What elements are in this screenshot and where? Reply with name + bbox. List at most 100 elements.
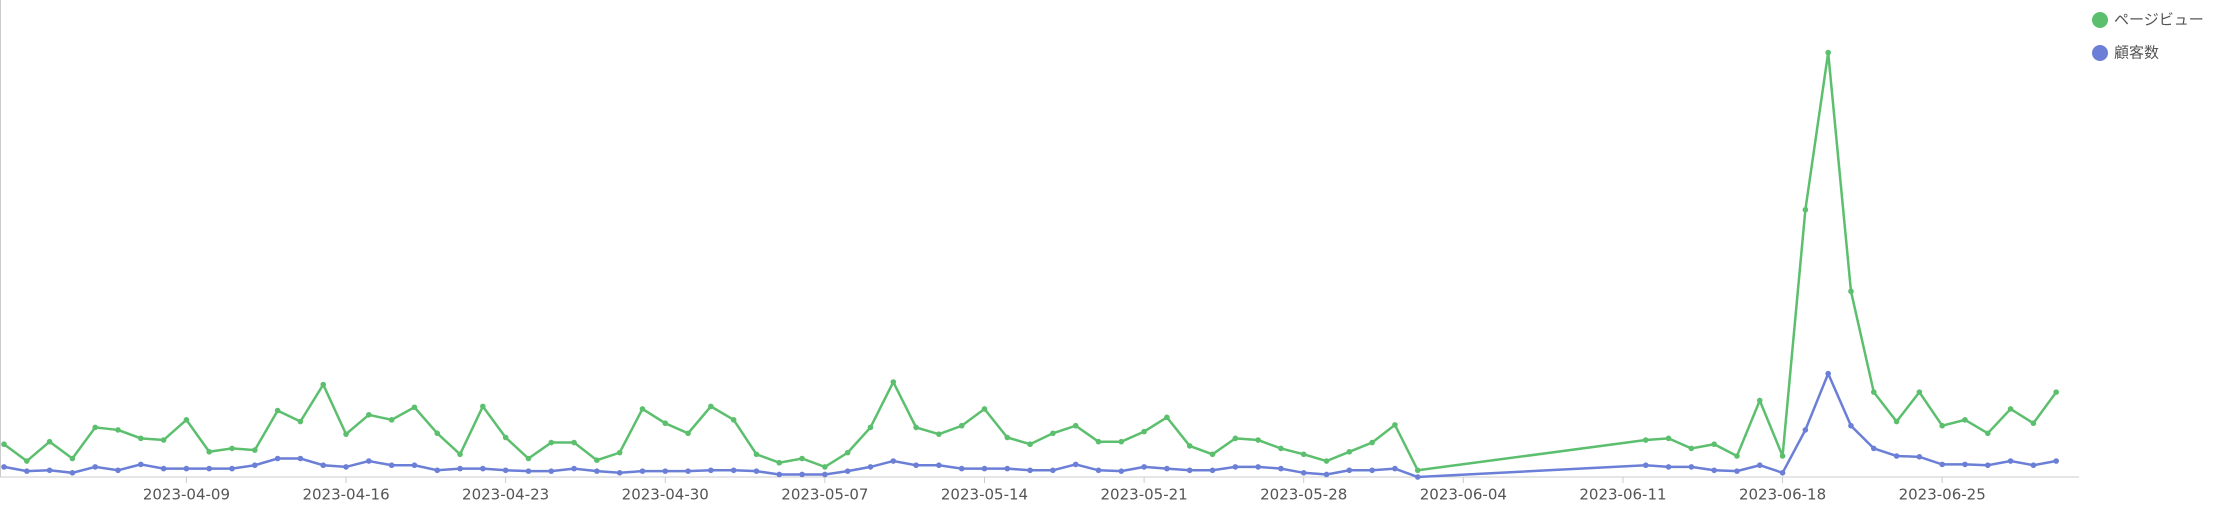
data-point xyxy=(206,465,213,472)
data-point xyxy=(502,467,509,474)
data-point xyxy=(708,403,714,410)
data-point xyxy=(1711,441,1717,448)
data-point xyxy=(411,404,418,411)
data-point xyxy=(457,451,463,458)
data-point xyxy=(229,465,235,472)
data-point xyxy=(115,427,121,433)
data-point xyxy=(958,422,965,429)
data-point xyxy=(616,469,623,476)
legend-marker[interactable] xyxy=(2092,12,2108,28)
data-point xyxy=(1392,465,1398,472)
data-point xyxy=(1414,474,1421,480)
data-point xyxy=(753,468,760,474)
legend-label: ページビュー xyxy=(2114,11,2204,29)
data-point xyxy=(1642,437,1649,443)
data-point xyxy=(183,417,190,423)
data-point xyxy=(2030,462,2037,469)
data-point xyxy=(1870,445,1877,452)
x-tick-label: 2023-05-14 xyxy=(941,486,1028,504)
data-point xyxy=(1072,461,1079,468)
data-point xyxy=(1893,418,1900,425)
data-point xyxy=(1164,414,1170,421)
data-point xyxy=(981,406,988,412)
data-point xyxy=(1209,451,1216,458)
data-point xyxy=(1,464,7,470)
data-point xyxy=(936,431,942,437)
data-point xyxy=(1278,445,1284,452)
data-point xyxy=(1939,422,1945,429)
data-point xyxy=(525,468,532,474)
data-point xyxy=(1369,467,1375,474)
data-point xyxy=(1255,437,1261,443)
x-tick-label: 2023-04-23 xyxy=(462,486,549,504)
data-point xyxy=(206,448,213,455)
data-point xyxy=(822,464,828,470)
data-point xyxy=(1642,462,1649,469)
data-point xyxy=(1984,430,1991,437)
data-point xyxy=(69,469,76,476)
data-point xyxy=(616,449,623,456)
data-point xyxy=(1893,453,1900,459)
data-point xyxy=(92,464,99,470)
data-point xyxy=(1939,461,1945,468)
data-point xyxy=(913,424,919,431)
data-point xyxy=(2053,458,2059,464)
data-point xyxy=(1688,464,1695,470)
data-point xyxy=(1779,453,1786,459)
data-point xyxy=(1255,464,1261,470)
x-tick-label: 2023-05-07 xyxy=(781,486,868,504)
data-point xyxy=(183,465,190,472)
data-point xyxy=(1779,469,1786,476)
data-point xyxy=(229,445,235,452)
data-point xyxy=(639,468,646,474)
x-tick-label: 2023-06-18 xyxy=(1739,486,1826,504)
data-point xyxy=(1825,49,1831,56)
data-point xyxy=(1688,445,1695,452)
data-point xyxy=(274,407,281,414)
data-point xyxy=(867,464,874,470)
data-point xyxy=(366,412,372,418)
data-point xyxy=(708,467,714,474)
data-point xyxy=(776,471,783,478)
data-point xyxy=(297,455,304,462)
data-point xyxy=(685,430,691,437)
series-line xyxy=(3,52,2058,472)
data-point xyxy=(1164,465,1170,472)
data-point xyxy=(1756,462,1763,469)
data-point xyxy=(1346,448,1353,455)
legend-marker[interactable] xyxy=(2092,45,2108,61)
data-point xyxy=(366,458,372,464)
data-point xyxy=(69,455,76,462)
data-point xyxy=(343,464,349,470)
data-point xyxy=(1825,370,1831,377)
data-point xyxy=(1802,206,1809,213)
data-point xyxy=(388,462,395,469)
data-point xyxy=(1984,462,1991,469)
data-point xyxy=(1734,453,1740,459)
data-point xyxy=(1323,471,1330,478)
data-point xyxy=(1802,427,1809,433)
data-point xyxy=(730,467,737,474)
data-point xyxy=(1665,464,1672,470)
data-point xyxy=(662,420,669,427)
x-tick-label: 2023-05-21 xyxy=(1101,486,1188,504)
x-tick-label: 2023-04-30 xyxy=(622,486,709,504)
data-point xyxy=(890,458,897,464)
data-point xyxy=(1027,441,1033,448)
data-point xyxy=(594,457,600,463)
data-point xyxy=(320,462,327,469)
data-point xyxy=(274,455,281,462)
data-point xyxy=(1095,467,1102,474)
x-tick-label: 2023-04-09 xyxy=(143,486,230,504)
data-point xyxy=(2030,420,2037,427)
data-point xyxy=(343,431,349,437)
data-point xyxy=(1027,467,1033,474)
data-point xyxy=(160,465,167,472)
data-point xyxy=(1848,288,1854,295)
data-point xyxy=(24,468,30,474)
data-point xyxy=(480,465,486,472)
data-point xyxy=(1095,438,1102,445)
data-point xyxy=(685,468,691,474)
data-point xyxy=(753,451,760,458)
